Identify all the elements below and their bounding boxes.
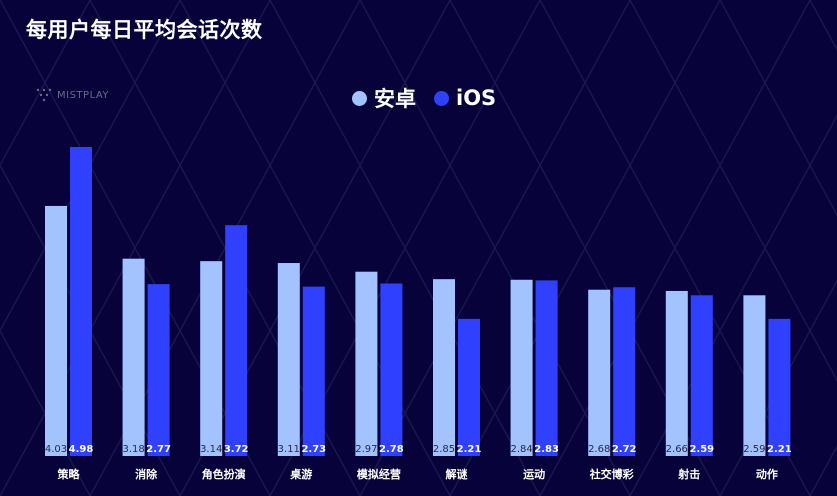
bar-android[interactable]: [433, 279, 455, 456]
bar-ios[interactable]: [380, 283, 403, 456]
bar-value-label: 3.14: [200, 444, 222, 455]
category-label: 动作: [756, 467, 778, 481]
category-label: 射击: [677, 467, 700, 481]
bar-value-label: 3.18: [122, 444, 144, 455]
mistplay-logo: MISTPLAY: [36, 88, 109, 102]
bar-android[interactable]: [45, 205, 67, 456]
bar-value-label: 2.73: [301, 444, 326, 455]
bar-value-label: 2.68: [588, 444, 610, 455]
bar-value-label: 2.72: [612, 444, 637, 455]
bar-value-label: 2.85: [433, 444, 455, 455]
category-label: 角色扮演: [202, 467, 246, 481]
bar-value-label: 2.78: [379, 444, 404, 455]
category-label: 社交博彩: [589, 467, 634, 481]
legend-dot-android: [352, 90, 367, 106]
bar-value-label: 2.21: [767, 444, 792, 455]
bar-ios[interactable]: [225, 225, 248, 456]
bar-android[interactable]: [277, 263, 300, 456]
legend-label-android: 安卓: [374, 87, 416, 111]
bar-value-label: 2.21: [457, 444, 482, 455]
category-label: 桌游: [289, 467, 312, 481]
bar-android[interactable]: [588, 289, 611, 456]
category-label: 解谜: [446, 467, 469, 481]
legend-dot-ios: [434, 90, 449, 106]
bar-value-label: 4.03: [45, 444, 67, 455]
bar-ios[interactable]: [535, 280, 558, 456]
bar-value-label: 3.72: [224, 444, 249, 455]
bar-ios[interactable]: [458, 318, 480, 456]
bar-android[interactable]: [743, 295, 766, 456]
bar-value-label: 2.97: [355, 444, 377, 455]
bar-android[interactable]: [510, 279, 533, 456]
legend-item-ios[interactable]: iOS: [434, 86, 496, 110]
bar-ios[interactable]: [302, 286, 325, 456]
bar-value-label: 2.59: [743, 444, 765, 455]
bar-android[interactable]: [122, 258, 145, 456]
category-label: 模拟经营: [357, 467, 401, 481]
mistplay-logo-icon: [36, 88, 52, 102]
mistplay-logo-text: MISTPLAY: [57, 89, 110, 101]
bar-value-label: 2.84: [510, 444, 532, 455]
bar-android[interactable]: [665, 290, 688, 456]
bar-ios[interactable]: [147, 284, 170, 456]
legend-label-ios: iOS: [456, 86, 497, 110]
chart-legend: 安卓 iOS: [352, 83, 514, 113]
bar-value-label: 2.77: [146, 444, 171, 455]
category-label: 策略: [57, 467, 81, 481]
bar-ios[interactable]: [768, 318, 791, 456]
bar-ios[interactable]: [613, 287, 636, 456]
legend-item-android[interactable]: 安卓: [352, 83, 416, 113]
category-label: 运动: [523, 467, 545, 481]
bar-value-label: 2.59: [689, 444, 714, 455]
chart-title: 每用户每日平均会话次数: [26, 18, 263, 42]
bar-value-label: 2.66: [666, 444, 688, 455]
bar-ios[interactable]: [70, 147, 92, 456]
bar-value-label: 2.83: [534, 444, 559, 455]
bar-value-label: 3.11: [278, 444, 300, 455]
bar-value-label: 4.98: [69, 444, 94, 455]
bar-android[interactable]: [200, 261, 223, 456]
bar-android[interactable]: [355, 271, 378, 456]
category-label: 消除: [135, 467, 158, 481]
bar-ios[interactable]: [690, 295, 713, 456]
